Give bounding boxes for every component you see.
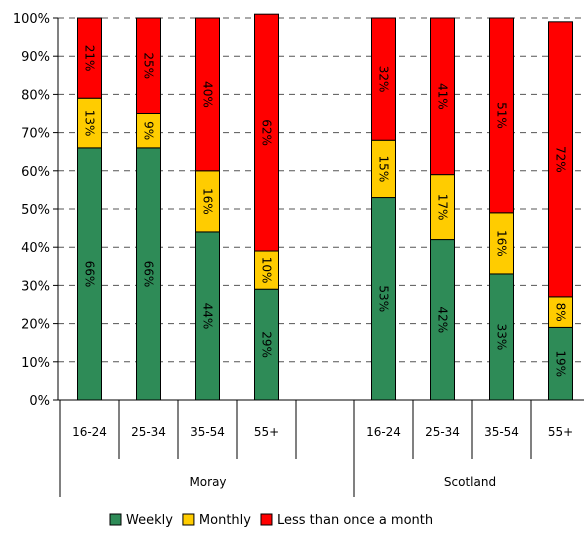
legend-label: Weekly <box>126 513 173 528</box>
data-label: 44% <box>201 303 215 330</box>
data-label: 13% <box>83 110 97 137</box>
group-label: Moray <box>189 475 226 489</box>
category-label: 16-24 <box>72 425 107 439</box>
y-tick-label: 60% <box>21 165 50 180</box>
category-label: 55+ <box>254 425 279 439</box>
data-label: 17% <box>436 194 450 221</box>
bars: 66% 13% 21% 66% 9% 25% 44% 16% 40% 29% 10% 62% 53% 15… <box>77 13 573 401</box>
legend-swatch <box>260 513 273 526</box>
category-label: 35-54 <box>190 425 225 439</box>
bar-segment <box>254 288 279 401</box>
bar-segment <box>548 326 573 401</box>
data-label: 16% <box>495 230 509 257</box>
y-axis: 0% 10% 20% 30% 40% 50% 60% 70% 80% 90% 100% <box>13 12 59 409</box>
y-tick-label: 20% <box>21 318 50 333</box>
bar-segment <box>136 17 161 114</box>
y-tick-label: 30% <box>21 279 50 294</box>
bar-segment <box>254 250 279 290</box>
legend: Weekly Monthly Less than once a month <box>109 513 433 528</box>
bar-segment <box>195 231 220 401</box>
data-label: 66% <box>83 261 97 288</box>
data-label: 53% <box>377 285 391 312</box>
bar-segment <box>195 170 220 233</box>
y-tick-label: 80% <box>21 88 50 103</box>
legend-swatch <box>109 513 122 526</box>
bar-segment <box>489 273 514 401</box>
data-label: 25% <box>142 52 156 79</box>
data-label: 32% <box>377 66 391 93</box>
data-label: 66% <box>142 261 156 288</box>
category-label: 16-24 <box>366 425 401 439</box>
data-label: 29% <box>260 331 274 358</box>
y-tick-label: 10% <box>21 356 50 371</box>
category-label: 55+ <box>548 425 573 439</box>
x-axis: 16-24 25-34 35-54 55+ 16-24 25-34 35-54 55+ Mora… <box>58 399 584 497</box>
data-label: 16% <box>201 188 215 215</box>
legend-swatch <box>182 513 195 526</box>
y-tick-label: 40% <box>21 241 50 256</box>
data-label: 41% <box>436 83 450 110</box>
y-tick-label: 70% <box>21 127 50 142</box>
group-label: Scotland <box>444 475 496 489</box>
y-tick-label: 100% <box>13 12 50 27</box>
legend-label: Less than once a month <box>277 513 433 528</box>
bar-segment <box>430 174 455 241</box>
data-label: 21% <box>83 45 97 72</box>
y-tick-label: 0% <box>29 394 50 409</box>
bar-segment <box>430 239 455 401</box>
legend-label: Monthly <box>199 513 251 528</box>
bar-segment <box>489 17 514 214</box>
bar-segment <box>77 147 102 401</box>
y-tick-label: 50% <box>21 203 50 218</box>
y-tick-label: 90% <box>21 50 50 65</box>
bar-segment <box>430 17 455 176</box>
category-label: 35-54 <box>484 425 519 439</box>
bar-segment <box>195 17 220 172</box>
data-label: 42% <box>436 306 450 333</box>
bar-segment <box>548 21 573 298</box>
data-label: 40% <box>201 81 215 108</box>
data-label: 19% <box>554 350 568 377</box>
data-label: 8% <box>554 303 568 322</box>
data-label: 9% <box>142 121 156 140</box>
data-label: 10% <box>260 257 274 284</box>
data-label: 33% <box>495 324 509 351</box>
bar-segment <box>548 296 573 328</box>
category-label: 25-34 <box>425 425 460 439</box>
category-label: 25-34 <box>131 425 166 439</box>
bar-segment <box>371 139 396 199</box>
bar-segment <box>254 13 279 252</box>
data-label: 62% <box>260 119 274 146</box>
data-label: 72% <box>554 146 568 173</box>
bar-segment <box>136 113 161 149</box>
data-label: 15% <box>377 156 391 183</box>
data-label: 51% <box>495 102 509 129</box>
bar-segment <box>371 17 396 141</box>
bar-segment <box>77 17 102 99</box>
